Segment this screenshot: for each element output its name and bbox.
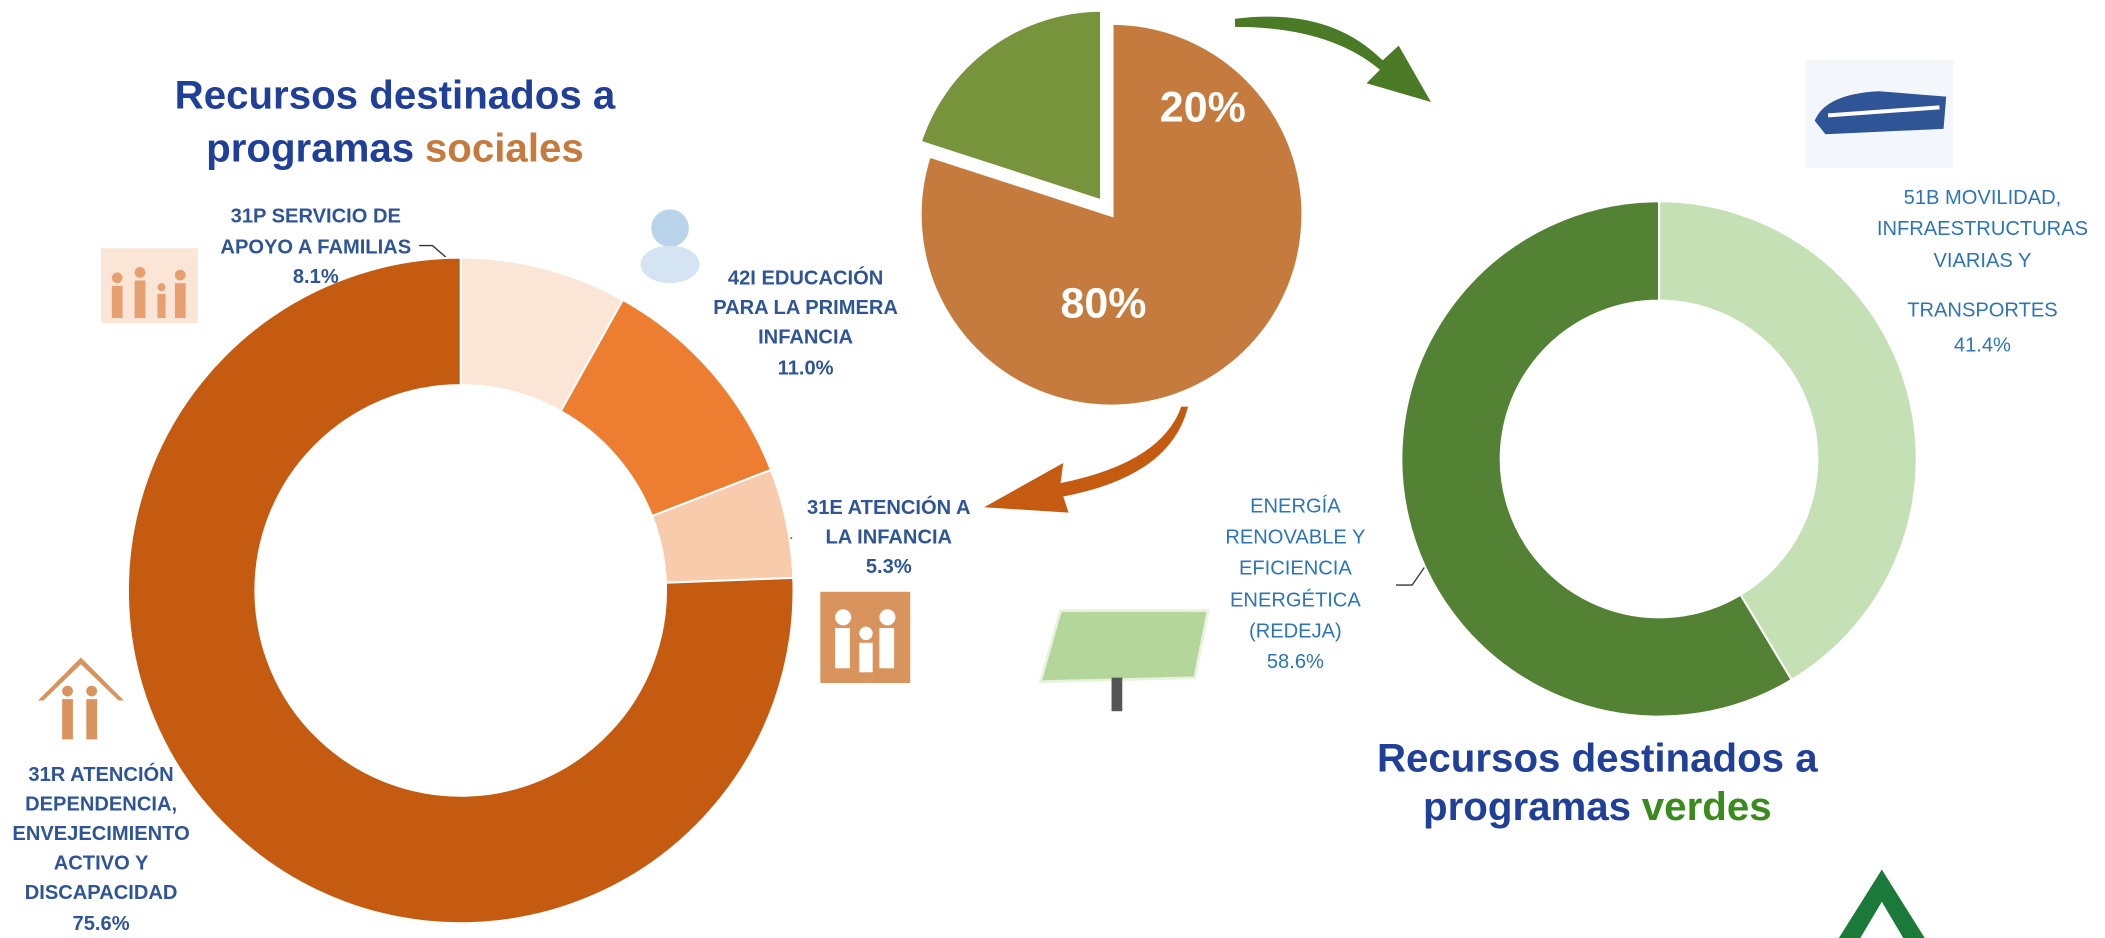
title-text: programas — [206, 125, 414, 170]
category-label: TRANSPORTES — [1907, 300, 2057, 322]
value-label: 11.0% — [778, 357, 834, 379]
value-label: 5.3% — [866, 556, 912, 578]
category-label: 31R ATENCIÓN — [28, 762, 173, 786]
logo — [1838, 869, 1925, 938]
pie-slice — [917, 20, 1306, 409]
title-line: Recursos destinados a — [175, 73, 616, 118]
category-label: 31P SERVICIO DE — [231, 206, 401, 228]
brown-arrow — [984, 406, 1189, 513]
title-highlight: verdes — [1642, 784, 1772, 829]
pie-slice — [917, 7, 1105, 205]
category-label: (REDEJA) — [1249, 620, 1342, 642]
category-label: APOYO A FAMILIAS — [220, 237, 411, 259]
category-label: DEPENDENCIA, — [25, 793, 177, 815]
elderly-icon — [38, 657, 124, 740]
category-label: RENOVABLE Y — [1225, 526, 1365, 548]
title-line: programas sociales — [206, 125, 584, 170]
title-text: programas — [1423, 784, 1631, 829]
category-label: INFRAESTRUCTURAS — [1877, 218, 2088, 240]
green-arrow — [1235, 16, 1431, 102]
category-label: ACTIVO Y — [54, 853, 149, 875]
title-line: Recursos destinados a — [1377, 735, 1818, 780]
value-label: 8.1% — [293, 266, 339, 288]
family-icon — [101, 248, 198, 324]
category-label: 51B MOVILIDAD, — [1904, 187, 2062, 209]
category-label: VIARIAS Y — [1933, 250, 2031, 272]
donut-segment — [1400, 200, 1793, 718]
category-label: INFANCIA — [758, 326, 853, 348]
category-label: 31E ATENCIÓN A — [807, 495, 971, 519]
donut-segment — [1658, 200, 1918, 682]
baby-icon — [640, 209, 700, 284]
category-label: DISCAPACIDAD — [25, 882, 178, 904]
category-label: ENERGÉTICA — [1230, 588, 1361, 611]
children-icon — [820, 591, 911, 684]
category-label: LA INFANCIA — [825, 526, 952, 548]
train-icon — [1805, 60, 1953, 168]
category-label: ENERGÍA — [1250, 495, 1341, 518]
donut-segment — [126, 256, 795, 925]
value-label: 75.6% — [73, 913, 130, 935]
title-highlight: sociales — [425, 125, 584, 170]
category-label: EFICIENCIA — [1239, 557, 1352, 579]
category-label: PARA LA PRIMERA — [713, 297, 898, 319]
category-label: 42I EDUCACIÓN — [728, 265, 883, 289]
value-label: 80% — [1061, 279, 1147, 327]
title-line: programas verdes — [1423, 784, 1772, 829]
value-label: 41.4% — [1954, 335, 2011, 357]
value-label: 20% — [1160, 83, 1246, 131]
value-label: 58.6% — [1267, 651, 1324, 673]
category-label: ENVEJECIMIENTO — [12, 823, 189, 845]
solar-panel-icon — [1038, 609, 1210, 712]
